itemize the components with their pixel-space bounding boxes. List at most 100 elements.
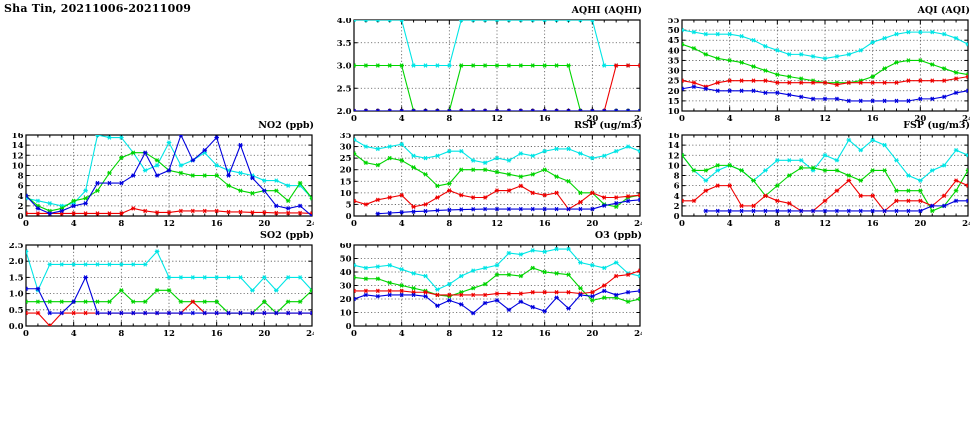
chart-panel-no2: NO2 (ppb) 024681012141604812162024 [4, 120, 314, 229]
x-tick-label: 20 [914, 114, 926, 124]
x-tick-label: 20 [914, 219, 926, 229]
x-tick-label: 12 [819, 219, 831, 229]
y-tick-label: 0 [346, 322, 352, 332]
y-tick-label: 10 [668, 107, 680, 117]
chart-title-so2: SO2 (ppb) [260, 230, 314, 241]
x-tick-label: 0 [679, 114, 685, 124]
chart-title-aqi: AQI (AQI) [917, 5, 970, 16]
y-tick-label: 3.0 [337, 62, 352, 72]
chart-svg-rsp: 0510152025303504812162024 [340, 133, 642, 229]
x-tick-label: 8 [118, 219, 124, 229]
y-tick-label: 3.5 [337, 39, 352, 49]
x-tick-label: 4 [71, 329, 77, 339]
chart-svg-so2: 0.0 0.5 1.0 1.5 2.0 2.5 0 4 8 12 16 20 24 [9, 243, 314, 339]
y-tick-label: 2.0 [9, 257, 24, 267]
x-tick-label: 0 [351, 219, 357, 229]
x-tick-label: 12 [819, 114, 831, 124]
y-tick-label: 0 [346, 212, 352, 222]
x-tick-label: 20 [586, 219, 598, 229]
x-tick-label: 12 [163, 329, 175, 339]
y-tick-label: 8 [674, 172, 680, 182]
y-tick-label: 0.0 [9, 322, 24, 332]
y-tick-label: 16 [668, 133, 680, 141]
chart-title-rsp: RSP (ug/m3) [574, 120, 642, 131]
x-tick-label: 20 [258, 219, 270, 229]
plot-area-o3[interactable]: 0 10 20 30 40 50 60 0 4 8 12 16 20 24 [332, 243, 642, 339]
y-tick-label: 12 [12, 151, 24, 161]
y-tick-label: 5 [346, 200, 352, 210]
x-tick-label: 12 [491, 219, 503, 229]
y-tick-label: 2.5 [337, 84, 352, 94]
x-tick-label: 12 [491, 329, 503, 339]
x-tick-label: 4 [399, 219, 405, 229]
chart-title-no2: NO2 (ppb) [258, 120, 314, 131]
plot-area-no2[interactable]: 024681012141604812162024 [4, 133, 314, 229]
y-tick-label: 15 [340, 177, 352, 187]
y-tick-label: 4 [674, 192, 680, 202]
y-tick-label: 8 [18, 172, 24, 182]
x-tick-label: 16 [539, 114, 551, 124]
y-tick-label: 10 [668, 161, 680, 171]
y-tick-label: 15 [668, 97, 680, 107]
chart-svg-aqhi: 2.0 2.5 3.0 3.5 4.0 0 4 8 12 16 20 24 [337, 18, 642, 124]
y-tick-label: 14 [668, 141, 680, 151]
x-tick-label: 16 [539, 219, 551, 229]
x-tick-label: 12 [163, 219, 175, 229]
x-tick-label: 0 [351, 114, 357, 124]
plot-area-aqi[interactable]: 1015202530354045505504812162024 [660, 18, 970, 124]
plot-area-rsp[interactable]: 0510152025303504812162024 [332, 133, 642, 229]
y-tick-label: 2.0 [337, 107, 352, 117]
y-tick-label: 35 [668, 56, 680, 66]
x-tick-label: 16 [539, 329, 551, 339]
chart-panel-so2: SO2 (ppb) 0.0 0.5 1.0 1.5 2.0 2.5 0 4 8 12 16 20 24 [4, 230, 314, 339]
x-tick-label: 16 [211, 219, 223, 229]
x-tick-label: 0 [679, 219, 685, 229]
x-tick-label: 24 [962, 114, 970, 124]
y-tick-label: 4 [18, 192, 24, 202]
y-tick-label: 14 [12, 141, 24, 151]
y-tick-label: 30 [340, 282, 352, 292]
y-tick-label: 0.5 [9, 306, 24, 316]
y-tick-label: 40 [340, 268, 352, 278]
y-tick-label: 2 [674, 202, 680, 212]
y-tick-label: 10 [340, 309, 352, 319]
x-tick-label: 8 [446, 114, 452, 124]
y-tick-label: 25 [668, 77, 680, 87]
chart-panel-o3: O3 (ppb) 0 10 20 30 40 50 60 0 4 8 12 16 20 24 [332, 230, 642, 339]
y-tick-label: 12 [668, 151, 680, 161]
y-tick-label: 35 [340, 133, 352, 141]
page-title: Sha Tin, 20211006-20211009 [4, 2, 192, 15]
chart-title-o3: O3 (ppb) [594, 230, 642, 241]
y-tick-label: 40 [668, 46, 680, 56]
plot-area-aqhi[interactable]: 2.0 2.5 3.0 3.5 4.0 0 4 8 12 16 20 24 [332, 18, 642, 124]
y-tick-label: 45 [668, 36, 680, 46]
x-tick-label: 8 [446, 329, 452, 339]
y-tick-label: 16 [12, 133, 24, 141]
y-tick-label: 50 [668, 26, 680, 36]
chart-title-fsp: FSP (ug/m3) [903, 120, 970, 131]
y-tick-label: 0 [18, 212, 24, 222]
x-tick-label: 24 [306, 219, 314, 229]
y-tick-label: 55 [668, 18, 680, 26]
y-tick-label: 20 [668, 87, 680, 97]
y-tick-label: 20 [340, 166, 352, 176]
x-tick-label: 4 [727, 114, 733, 124]
chart-title-aqhi: AQHI (AQHI) [571, 5, 642, 16]
y-tick-label: 10 [340, 189, 352, 199]
chart-panel-aqi: AQI (AQI) 10 15 20 25 30 35 40 45 50 55 0 4 8 12 16 20 2… [660, 5, 970, 124]
chart-panel-aqhi: AQHI (AQHI) 2.0 2.5 3.0 3.5 4.0 0 4 8 12 16 20 24 [332, 5, 642, 124]
x-tick-label: 24 [306, 329, 314, 339]
plot-area-so2[interactable]: 0.0 0.5 1.0 1.5 2.0 2.5 0 4 8 12 16 20 24 [4, 243, 314, 339]
x-tick-label: 24 [634, 329, 642, 339]
x-tick-label: 4 [399, 114, 405, 124]
plot-area-fsp[interactable]: 024681012141604812162024 [660, 133, 970, 229]
x-tick-label: 12 [491, 114, 503, 124]
y-tick-label: 30 [340, 143, 352, 153]
chart-svg-no2: 024681012141604812162024 [12, 133, 314, 229]
chart-svg-o3: 0 10 20 30 40 50 60 0 4 8 12 16 20 24 [340, 243, 642, 339]
y-tick-label: 60 [340, 243, 352, 251]
x-tick-label: 16 [211, 329, 223, 339]
chart-panel-fsp: FSP (ug/m3) 024681012141604812162024 [660, 120, 970, 229]
x-tick-label: 20 [586, 114, 598, 124]
y-tick-label: 0 [674, 212, 680, 222]
